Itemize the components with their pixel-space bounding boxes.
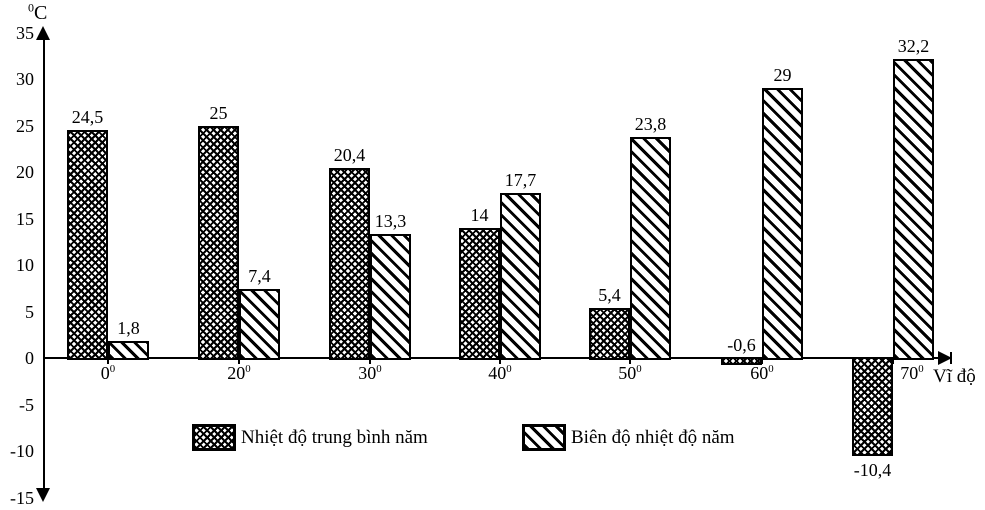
value-label-avg-temp-60: -0,6: [727, 335, 756, 355]
value-label-amplitude-40: 17,7: [504, 170, 537, 191]
y-axis-title-main: C: [34, 2, 48, 24]
legend-label-avg-annual-temperature: Nhiệt độ trung bình năm: [241, 426, 428, 448]
checker-pattern-swatch: [192, 424, 236, 451]
x-tick-mark: [369, 359, 371, 364]
legend-item-avg-annual-temperature: Nhiệt độ trung bình năm: [192, 424, 428, 451]
bar-avg-temp-40: [459, 227, 500, 360]
y-axis-arrow-up-icon: [36, 26, 50, 40]
value-label-avg-temp-30: 20,4: [333, 145, 366, 166]
value-label-avg-temp-50: 5,4: [598, 284, 621, 305]
x-tick-mark: [107, 359, 109, 364]
value-label-avg-temp-40: 14: [470, 204, 489, 225]
bar-amplitude-0: [108, 341, 149, 360]
bar-avg-temp-70: [852, 357, 893, 456]
x-tick-label-30: 300: [358, 363, 382, 383]
value-label-amplitude-30: 13,3: [374, 211, 407, 232]
bar-amplitude-70: [893, 58, 934, 360]
value-label-amplitude-0: 1,8: [117, 318, 140, 339]
bar-avg-temp-20: [198, 125, 239, 360]
bar-avg-temp-0: [67, 130, 108, 360]
y-tick-label: -5: [19, 394, 34, 415]
x-tick-mark: [238, 359, 240, 364]
x-tick-label-70: 700: [900, 363, 924, 383]
bar-amplitude-60: [762, 88, 803, 360]
bar-avg-temp-50: [589, 307, 630, 360]
bar-amplitude-40: [500, 193, 541, 360]
x-axis-title: Vĩ độ: [933, 366, 976, 387]
y-tick-label: 10: [16, 255, 34, 275]
bar-amplitude-50: [630, 136, 671, 360]
y-tick-label: 30: [16, 69, 34, 89]
bar-amplitude-30: [370, 234, 411, 360]
y-tick-label: 15: [16, 208, 34, 229]
x-axis-arrow-right-icon: [938, 351, 952, 365]
y-tick-label: 20: [16, 162, 34, 182]
x-tick-mark: [499, 359, 501, 364]
y-axis-arrow-down-icon: [36, 488, 50, 502]
diagonal-stripe-pattern-swatch: [522, 424, 566, 451]
y-tick-label: 0: [25, 348, 34, 368]
x-tick-label-0: 00: [100, 363, 116, 383]
x-tick-mark: [629, 359, 631, 364]
x-tick-mark: [892, 359, 894, 364]
value-label-amplitude-60: 29: [773, 65, 792, 86]
y-tick-label: 5: [25, 301, 34, 322]
value-label-avg-temp-20: 25: [209, 102, 228, 123]
y-tick-label: 25: [16, 115, 34, 136]
bar-amplitude-20: [239, 289, 280, 360]
x-tick-label-50: 500: [618, 363, 642, 383]
value-label-amplitude-20: 7,4: [248, 266, 271, 287]
x-tick-label-20: 200: [227, 363, 251, 383]
y-axis-line: [43, 36, 45, 492]
value-label-amplitude-50: 23,8: [634, 113, 667, 134]
y-axis-title-sup: 0: [28, 0, 34, 15]
y-axis-title: 0C: [28, 0, 48, 25]
value-label-avg-temp-0: 24,5: [71, 107, 104, 128]
value-label-amplitude-70: 32,2: [897, 35, 930, 56]
legend-label-annual-temperature-amplitude: Biên độ nhiệt độ năm: [571, 426, 735, 448]
value-label-avg-temp-70: -10,4: [853, 459, 892, 480]
y-tick-label: -15: [10, 487, 34, 508]
x-tick-label-40: 400: [488, 363, 512, 383]
legend-item-annual-temperature-amplitude: Biên độ nhiệt độ năm: [522, 424, 735, 451]
x-tick-label-60: 600: [750, 363, 774, 383]
y-tick-label: -10: [10, 441, 34, 461]
y-tick-label: 35: [16, 22, 34, 43]
x-axis-arrow-tip-tick: [950, 352, 952, 364]
bar-avg-temp-30: [329, 168, 370, 360]
x-tick-mark: [761, 359, 763, 364]
